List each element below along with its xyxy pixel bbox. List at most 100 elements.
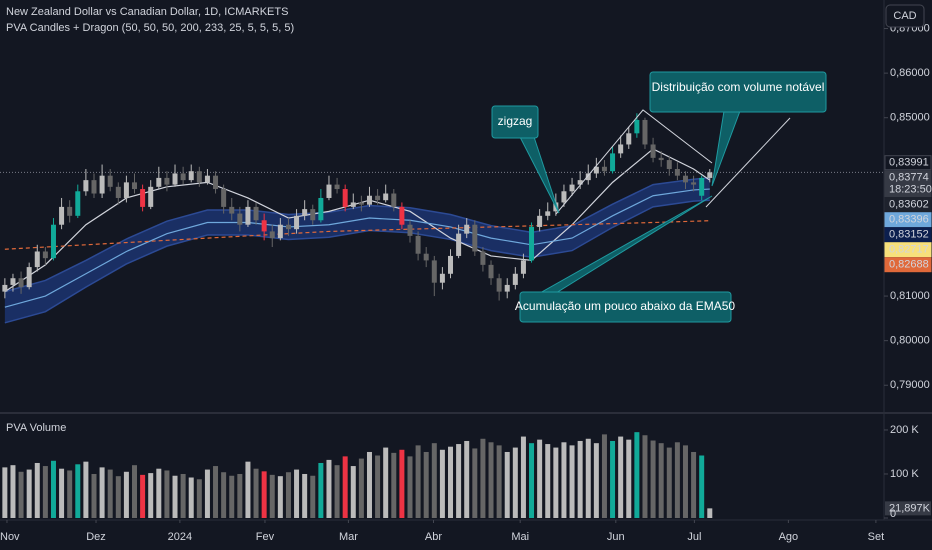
volume-bar <box>472 448 478 518</box>
candle-body <box>601 166 607 172</box>
volume-bar <box>512 447 518 518</box>
volume-bar <box>431 443 437 518</box>
volume-bar <box>294 469 300 518</box>
volume-bar <box>691 451 697 518</box>
price-badge <box>884 227 932 243</box>
volume-bar <box>464 440 470 518</box>
candle-body <box>504 284 510 292</box>
x-tick-label: Set <box>868 531 885 543</box>
candle-body <box>156 177 162 187</box>
volume-bar <box>658 443 664 518</box>
candle-body <box>172 173 178 185</box>
y-tick-label: 0,86000 <box>890 67 930 79</box>
candle-body <box>342 189 348 207</box>
candle-body <box>42 251 48 259</box>
volume-bar <box>318 462 324 518</box>
candle-body <box>294 215 300 230</box>
volume-bar <box>302 473 308 518</box>
y-tick-label: 200 K <box>890 424 919 436</box>
candle-body <box>277 224 283 239</box>
candle-body <box>67 206 73 216</box>
volume-bar <box>399 449 405 518</box>
volume-bar <box>439 449 445 518</box>
x-tick-label: Mai <box>511 531 529 543</box>
moving-average <box>4 188 710 308</box>
volume-bar <box>488 442 494 518</box>
volume-bar <box>626 439 632 518</box>
price-badge <box>884 242 932 258</box>
x-tick-label: Jul <box>687 531 701 543</box>
candle-body <box>132 182 138 190</box>
plot: 0,870000,860000,850000,810000,800000,790… <box>0 22 932 543</box>
volume-bar <box>415 445 421 518</box>
x-tick-label: Mar <box>339 531 358 543</box>
currency-button[interactable] <box>885 4 925 28</box>
price-badge <box>884 197 932 213</box>
currency-label[interactable]: CAD <box>893 10 916 22</box>
candle-body <box>610 153 616 172</box>
candle-body <box>188 171 194 181</box>
candle-body <box>569 184 575 192</box>
y-tick-label: 100 K <box>890 468 919 480</box>
volume-bar <box>707 508 713 518</box>
candle-body <box>593 166 599 174</box>
candle-body <box>148 186 154 207</box>
volume-bar <box>610 440 616 518</box>
candle-body <box>577 180 583 185</box>
candle-body <box>391 193 397 207</box>
candle-body <box>439 273 445 283</box>
volume-bar <box>180 473 186 518</box>
volume-bar <box>456 444 462 518</box>
candle-body <box>2 284 8 292</box>
candle-body <box>26 267 32 288</box>
y-tick-label: 0,85000 <box>890 112 930 124</box>
candle-body <box>399 206 405 225</box>
volume-bar <box>423 451 429 518</box>
candle-body <box>375 195 381 201</box>
candle-body <box>253 206 259 221</box>
candle-body <box>674 168 680 176</box>
price-badge-label: 0,83774 <box>889 172 929 184</box>
volume-bar <box>18 471 24 518</box>
price-badge-label: 0,82688 <box>889 259 929 271</box>
annotation: zigzag <box>498 114 533 128</box>
candle-body <box>83 180 89 192</box>
candle-body <box>650 144 656 158</box>
y-tick-label: 0,80000 <box>890 335 930 347</box>
candle-body <box>10 278 16 285</box>
candle-body <box>50 224 56 259</box>
candle-body <box>618 144 624 154</box>
annotation: Distribuição com volume notável <box>652 80 825 94</box>
candle-body <box>302 209 308 216</box>
candle-body <box>350 202 356 207</box>
candle-body <box>91 180 97 194</box>
volume-bar <box>529 443 535 518</box>
indicator-title: PVA Candles + Dragon (50, 50, 50, 200, 2… <box>6 22 294 34</box>
candle-body <box>707 172 713 178</box>
candle-body <box>180 173 186 181</box>
volume-bar <box>245 461 251 518</box>
x-tick-label: 2024 <box>168 531 192 543</box>
candle-body <box>326 184 332 198</box>
volume-bar <box>269 474 275 518</box>
callout-box <box>519 291 732 323</box>
candle-body <box>642 119 648 145</box>
volume-bar <box>585 438 591 518</box>
volume-bar <box>407 456 413 518</box>
candle-body <box>334 184 340 190</box>
candle-body <box>456 233 462 256</box>
volume-bar <box>375 455 381 518</box>
volume-bar <box>172 475 178 518</box>
candle-body <box>107 175 113 187</box>
candle-body <box>140 189 146 207</box>
candle-body <box>658 157 664 161</box>
candle-body <box>480 251 486 265</box>
candle-body <box>18 278 24 288</box>
candle-body <box>75 191 81 216</box>
callout-box <box>491 105 539 139</box>
candle-body <box>59 206 65 225</box>
volume-bar <box>553 447 559 518</box>
volume-bar <box>261 471 267 518</box>
volume-badge-label: 21,897K <box>889 502 931 514</box>
